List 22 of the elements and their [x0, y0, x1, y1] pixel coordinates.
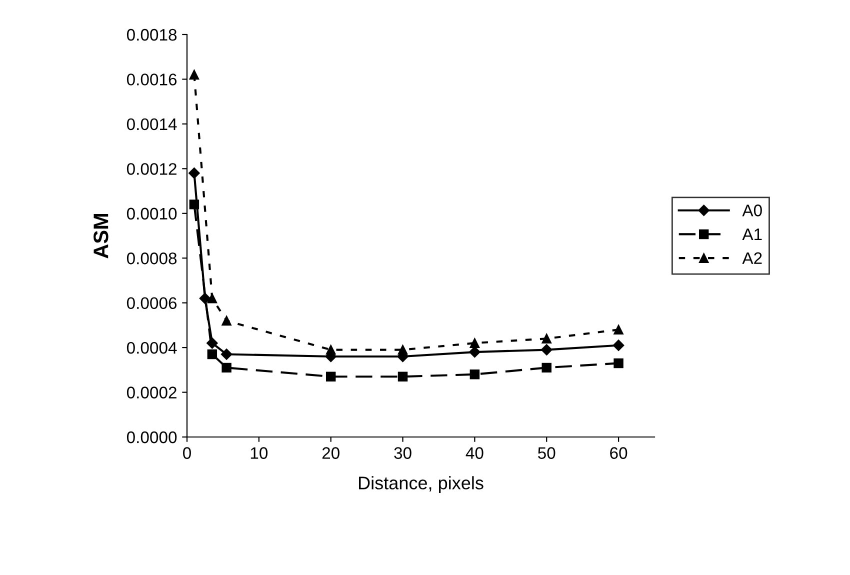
legend-label: A2: [742, 252, 762, 264]
y-tick-label: 0.0010: [126, 208, 177, 220]
y-tick-label: 0.0000: [126, 431, 177, 444]
y-tick-label: 0.0016: [126, 74, 177, 86]
y-tick-label: 0.0018: [126, 28, 177, 41]
y-tick-label: 0.0004: [126, 342, 177, 354]
legend-label: A0: [742, 204, 762, 216]
y-tick-label: 0.0006: [126, 297, 177, 310]
x-tick-label: 60: [610, 447, 628, 459]
y-tick-label: 0.0014: [126, 118, 177, 130]
y-tick-label: 0.0002: [126, 386, 176, 398]
y-axis-title: ASM: [94, 214, 108, 258]
x-tick-label: 0: [183, 447, 191, 459]
y-tick-label: 0.0008: [126, 252, 177, 264]
x-tick-label: 50: [538, 447, 556, 459]
x-tick-label: 30: [394, 447, 412, 459]
x-axis-title: Distance, pixels: [359, 476, 484, 493]
legend-label: A1: [742, 228, 762, 240]
y-tick-label: 0.0012: [126, 163, 176, 175]
x-tick-label: 20: [322, 447, 340, 459]
x-tick-label: 40: [466, 447, 484, 459]
x-tick-label: 10: [250, 447, 268, 459]
